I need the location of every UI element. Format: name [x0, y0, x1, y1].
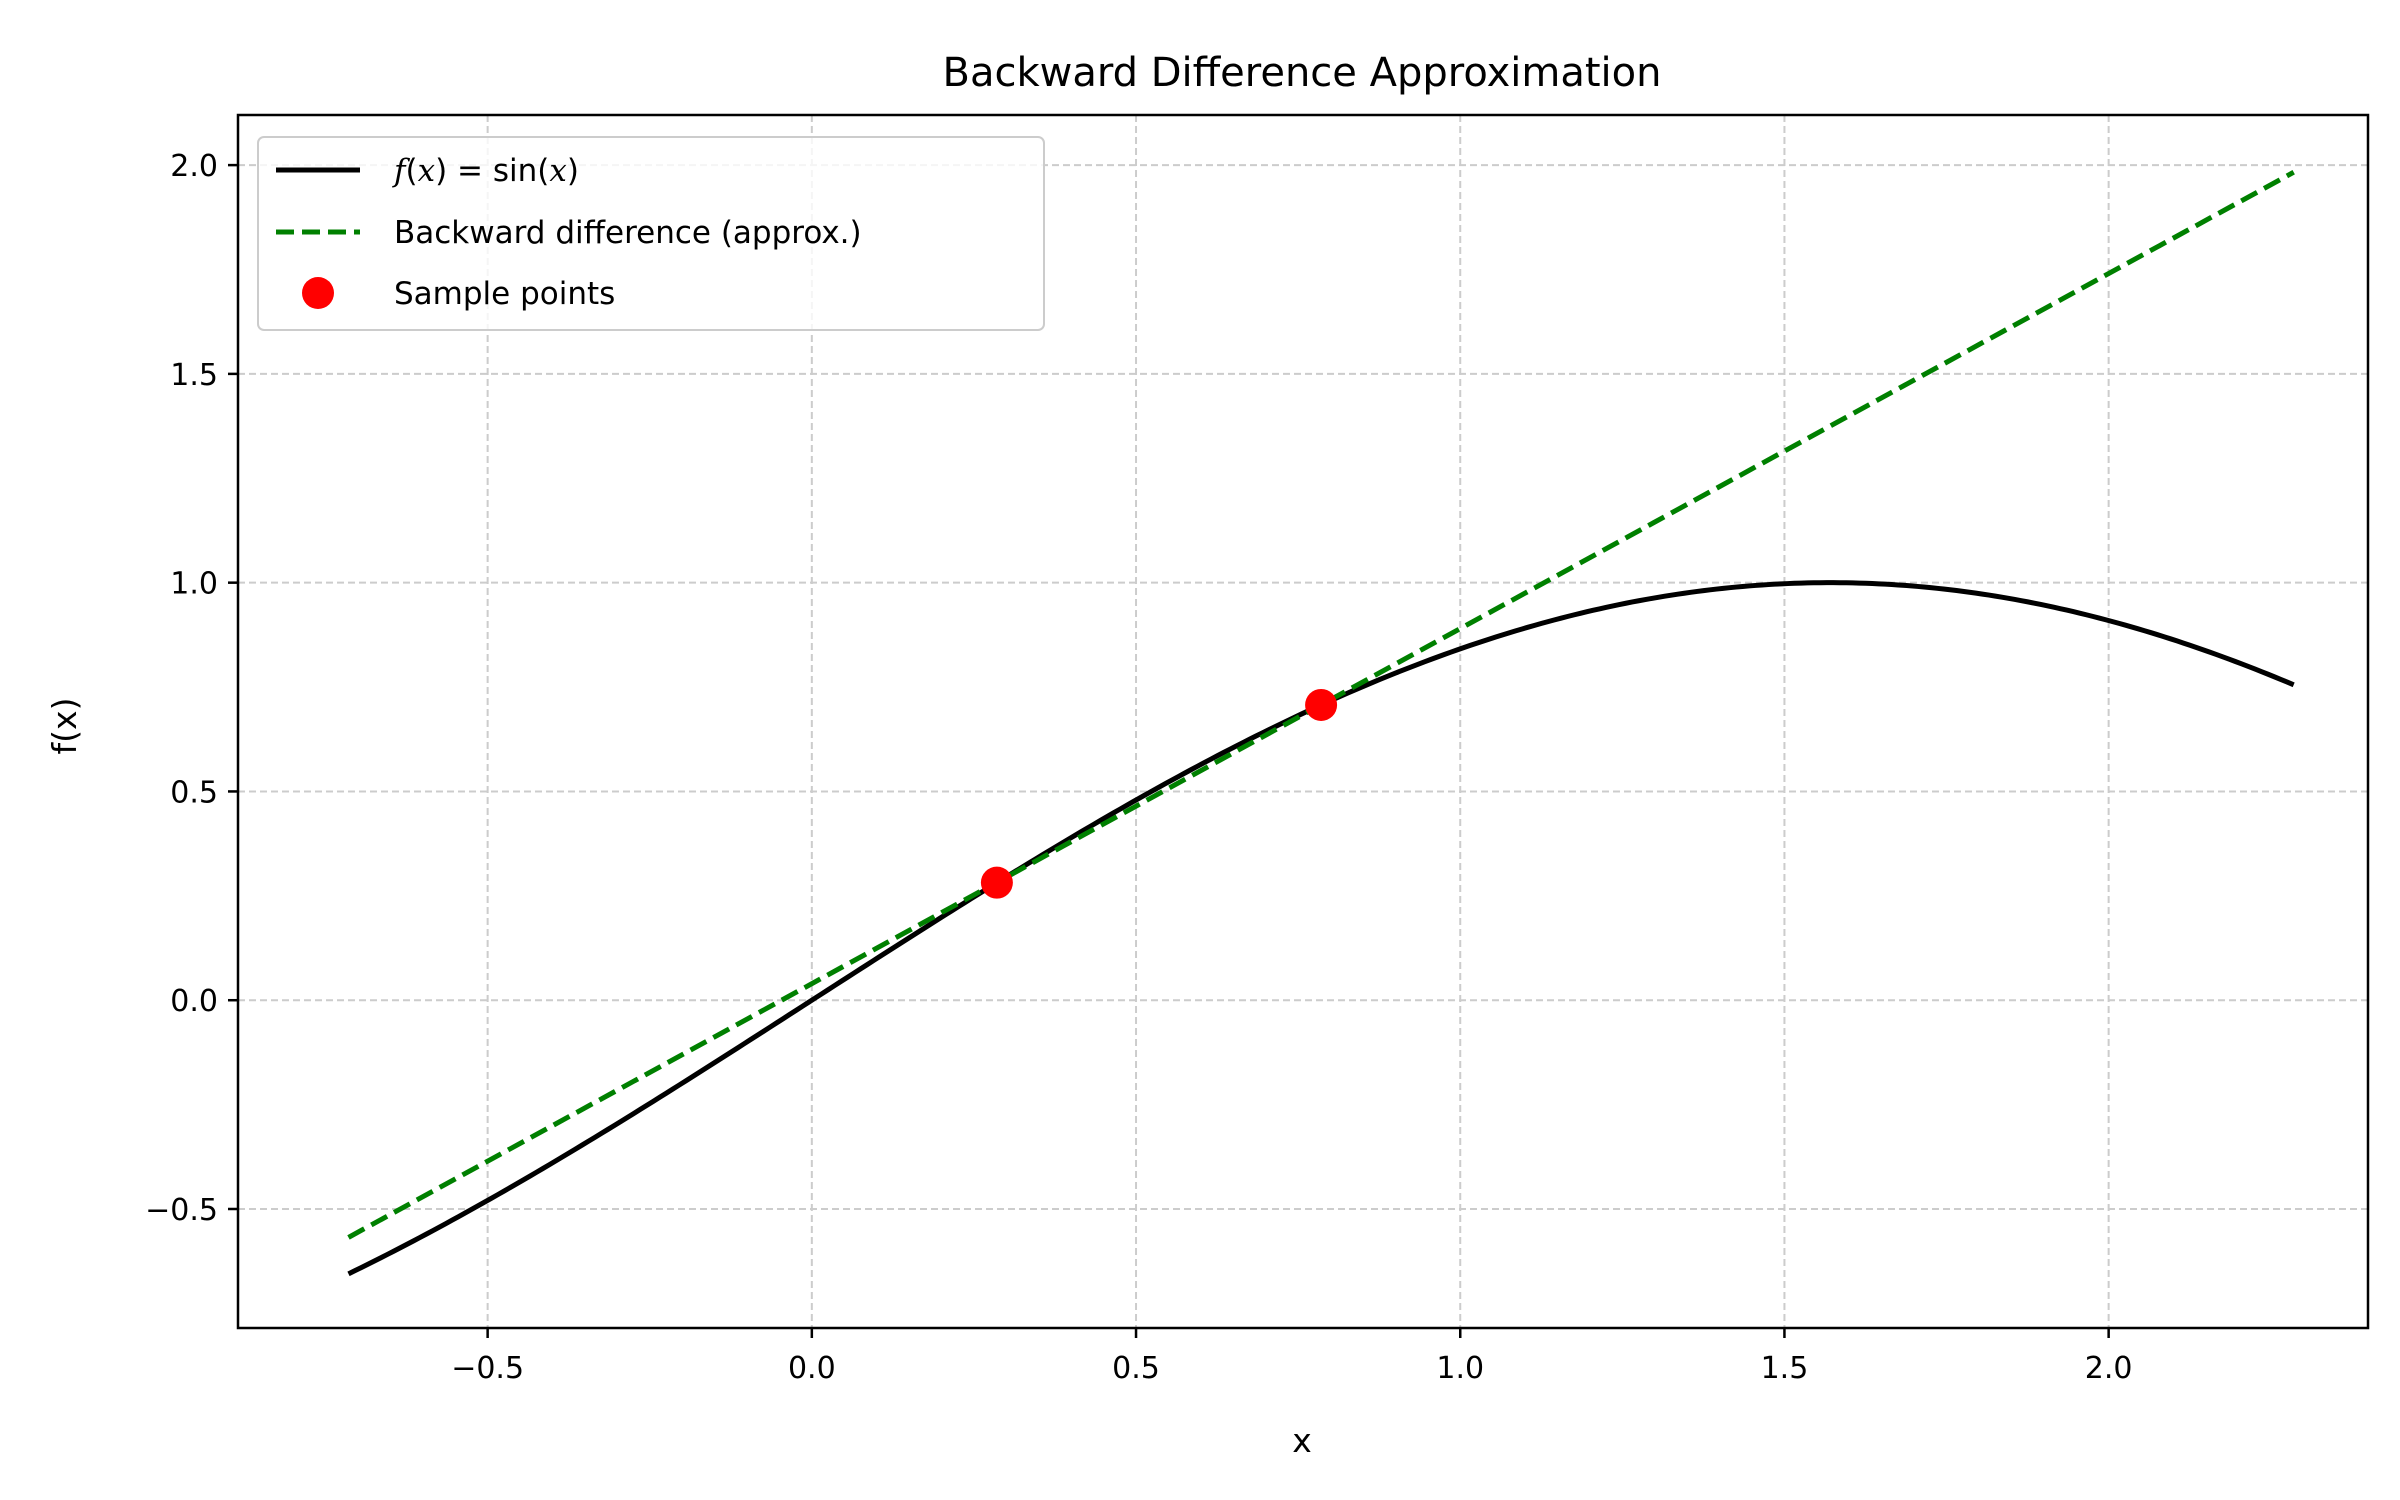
sample-point [980, 866, 1013, 899]
x-tick-label: 0.0 [788, 1351, 836, 1386]
x-tick-label: −0.5 [451, 1351, 524, 1386]
x-tick-label: 0.5 [1112, 1351, 1160, 1386]
y-tick-label: 0.0 [170, 984, 218, 1019]
chart-title: Backward Difference Approximation [943, 50, 1662, 96]
y-tick-label: 0.5 [170, 775, 218, 810]
legend-box [257, 136, 1045, 331]
x-axis-label: x [1292, 1421, 1312, 1460]
x-tick-label: 1.5 [1761, 1351, 1809, 1386]
y-axis-label: f(x) [45, 698, 84, 755]
legend-label-backward-difference: Backward difference (approx.) [394, 215, 862, 251]
legend: f(x) = sin(x) Backward difference (approx… [257, 136, 1045, 331]
legend-label-sample-points: Sample points [394, 276, 615, 312]
x-tick-label: 2.0 [2085, 1351, 2133, 1386]
series-line-sin [347, 580, 2295, 1277]
data-layer [347, 170, 2295, 1277]
x-tick-label: 1.0 [1436, 1351, 1484, 1386]
axes-frame [236, 113, 2370, 1330]
y-tick-label: −0.5 [145, 1193, 218, 1228]
legend-swatch-sample-points [302, 277, 334, 309]
legend-label-function: f(x) = sin(x) [392, 153, 579, 189]
y-tick-label: 1.5 [170, 358, 218, 393]
axes-layer: −0.5 0.0 0.5 1.0 1.5 2.0 −0.5 0.0 0.5 1.0 1.5 2.0 [145, 113, 2370, 1386]
sample-point [1305, 688, 1338, 721]
y-tick-label: 1.0 [170, 567, 218, 602]
y-tick-label: 2.0 [170, 149, 218, 184]
grid-layer [238, 115, 2368, 1328]
